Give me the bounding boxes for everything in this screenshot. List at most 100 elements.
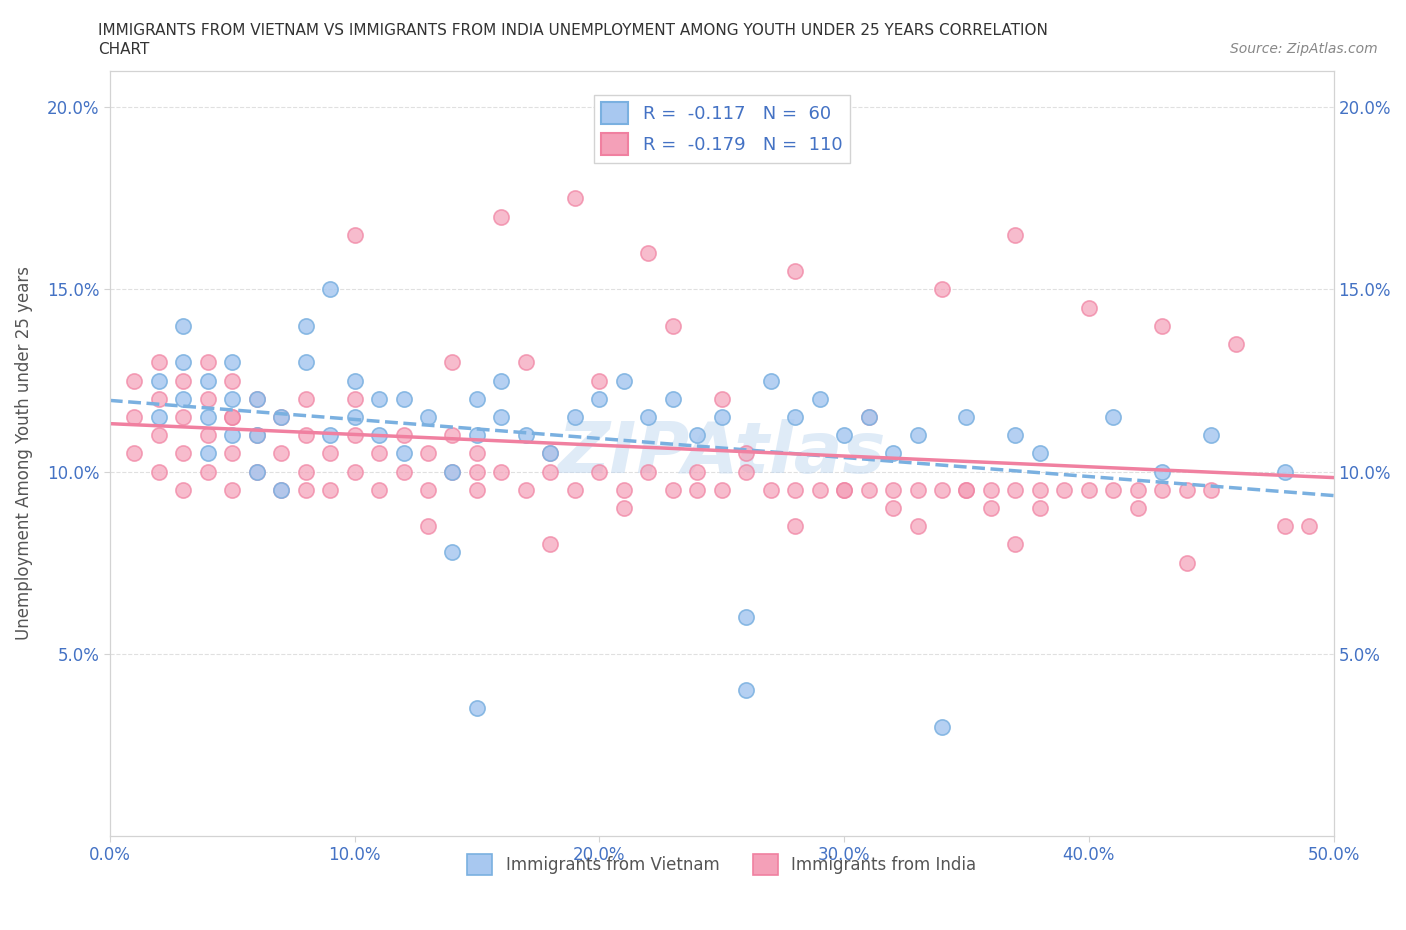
Y-axis label: Unemployment Among Youth under 25 years: Unemployment Among Youth under 25 years [15, 266, 32, 641]
Point [343, 373, 366, 388]
Point [319, 483, 342, 498]
Point [785, 483, 807, 498]
Point [832, 428, 855, 443]
Point [270, 409, 292, 424]
Point [441, 428, 464, 443]
Point [710, 483, 733, 498]
Point [785, 264, 807, 279]
Point [197, 373, 219, 388]
Point [197, 428, 219, 443]
Point [416, 519, 439, 534]
Point [907, 428, 929, 443]
Point [441, 464, 464, 479]
Point [1274, 464, 1296, 479]
Point [197, 464, 219, 479]
Point [197, 392, 219, 406]
Point [1102, 483, 1125, 498]
Point [564, 409, 586, 424]
Text: IMMIGRANTS FROM VIETNAM VS IMMIGRANTS FROM INDIA UNEMPLOYMENT AMONG YOUTH UNDER : IMMIGRANTS FROM VIETNAM VS IMMIGRANTS FR… [98, 23, 1049, 38]
Point [710, 392, 733, 406]
Point [588, 392, 610, 406]
Point [882, 500, 904, 515]
Point [124, 446, 146, 461]
Point [197, 446, 219, 461]
Point [1102, 409, 1125, 424]
Point [907, 519, 929, 534]
Point [1175, 555, 1198, 570]
Point [1152, 318, 1174, 333]
Point [221, 428, 243, 443]
Point [246, 392, 269, 406]
Point [1053, 483, 1076, 498]
Point [148, 464, 170, 479]
Point [808, 392, 831, 406]
Point [1274, 519, 1296, 534]
Point [172, 483, 194, 498]
Point [319, 428, 342, 443]
Point [1199, 483, 1222, 498]
Point [1225, 337, 1247, 352]
Point [343, 392, 366, 406]
Point [858, 409, 880, 424]
Point [148, 409, 170, 424]
Point [270, 483, 292, 498]
Point [491, 409, 513, 424]
Point [319, 282, 342, 297]
Point [538, 446, 561, 461]
Point [882, 483, 904, 498]
Point [1004, 483, 1026, 498]
Point [172, 446, 194, 461]
Point [1029, 446, 1052, 461]
Point [246, 428, 269, 443]
Point [148, 428, 170, 443]
Point [221, 392, 243, 406]
Point [1175, 483, 1198, 498]
Point [197, 409, 219, 424]
Point [246, 464, 269, 479]
Point [392, 446, 415, 461]
Point [1004, 537, 1026, 551]
Point [832, 483, 855, 498]
Point [172, 318, 194, 333]
Point [294, 392, 316, 406]
Point [124, 409, 146, 424]
Point [392, 392, 415, 406]
Point [613, 500, 636, 515]
Point [197, 355, 219, 370]
Point [1029, 483, 1052, 498]
Point [515, 483, 537, 498]
Point [931, 282, 953, 297]
Point [735, 610, 758, 625]
Point [172, 355, 194, 370]
Point [221, 483, 243, 498]
Point [710, 409, 733, 424]
Point [980, 483, 1002, 498]
Point [1298, 519, 1320, 534]
Point [588, 464, 610, 479]
Point [686, 483, 709, 498]
Point [465, 701, 488, 716]
Point [735, 683, 758, 698]
Point [686, 428, 709, 443]
Point [759, 373, 782, 388]
Point [416, 446, 439, 461]
Point [392, 464, 415, 479]
Point [955, 483, 977, 498]
Point [148, 373, 170, 388]
Text: Source: ZipAtlas.com: Source: ZipAtlas.com [1230, 42, 1378, 56]
Point [172, 392, 194, 406]
Point [246, 392, 269, 406]
Point [1126, 500, 1149, 515]
Point [564, 483, 586, 498]
Point [955, 409, 977, 424]
Point [221, 409, 243, 424]
Point [221, 355, 243, 370]
Point [661, 392, 683, 406]
Point [343, 409, 366, 424]
Point [441, 464, 464, 479]
Point [465, 446, 488, 461]
Point [491, 373, 513, 388]
Point [294, 483, 316, 498]
Point [1126, 483, 1149, 498]
Point [368, 392, 391, 406]
